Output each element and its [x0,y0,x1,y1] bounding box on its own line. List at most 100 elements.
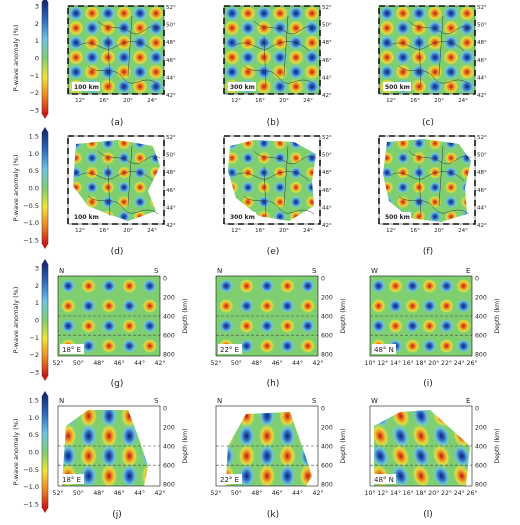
depth-tick-label: 0 [163,276,167,283]
fast-anomaly [378,4,396,22]
section-x-tick-label: 24° [454,359,465,367]
fast-anomaly [67,34,85,52]
fast-anomaly [458,78,476,96]
input-cross-section: N S 22° E 52° 50° 48° 46° 44° 42° 0 200 400 600 800 De… [211,267,347,367]
fast-anomaly [387,298,404,314]
section-x-tick-label: 52° [53,359,64,367]
fast-anomaly [411,443,431,469]
fast-anomaly [396,180,410,195]
slow-anomaly [279,318,296,334]
fast-anomaly [299,278,316,294]
fast-anomaly [271,78,289,96]
depth-tick-label: 800 [163,482,175,489]
slow-anomaly [299,298,316,314]
fast-anomaly [120,423,139,449]
fast-anomaly [131,63,149,81]
depth-tick-label: 200 [475,295,487,302]
caption-l: (l) [423,510,433,520]
depth-tick-label: 600 [475,333,487,340]
colorbar-tick-label: 0.5 [29,431,39,439]
depth-tick-label: 600 [321,333,333,340]
depth-label: 100 km [74,84,99,91]
slow-anomaly [442,48,460,66]
fast-anomaly [410,4,428,22]
map-frame [223,135,321,225]
colorbar-tick-label: 1 [35,37,39,45]
colorbar-tick-label: 1.0 [29,150,39,158]
lat-tick-label: 50° [477,153,487,159]
colorbar-tick-label: −3 [29,369,39,377]
caption-e: (e) [267,247,280,257]
section-x-tick-label: 22° [441,489,452,497]
slow-anomaly [394,34,412,52]
fast-anomaly [257,165,271,180]
fast-anomaly [147,78,165,96]
section-left-end: N [59,267,64,275]
depth-tick-label: 800 [321,352,333,359]
fast-anomaly [241,151,255,165]
section-frame [215,275,319,357]
fast-anomaly [141,278,158,294]
recovered-cross-section: W E 48° N 10° 12° 14° 16° 18° 20° 22° 24° 26° 0 200 40… [365,397,501,497]
lat-tick-label: 52° [322,135,332,141]
lon-tick-label: 24° [458,98,468,104]
slow-anomaly [67,48,85,66]
section-left-end: N [217,267,222,275]
section-x-tick-label: 52° [211,359,222,367]
slow-anomaly [412,180,426,195]
slow-anomaly [147,34,165,52]
slow-anomaly [239,34,257,52]
colorbar-tick-label: 1.5 [29,397,39,405]
caption-d: (d) [111,247,124,257]
input-cross-section: W E 48° N 10° 12° 14° 16° 18° 20° 22° 24° 26° 0 200 40… [365,267,501,367]
caption-j: (j) [112,510,122,520]
slow-anomaly [411,423,431,449]
map-background [68,6,164,94]
lat-tick-label: 50° [322,153,332,159]
lon-tick-label: 20° [279,98,289,104]
slow-anomaly [131,78,149,96]
coastline [388,15,472,87]
lon-tick-label: 12° [75,98,85,104]
fast-anomaly [133,195,147,209]
fast-anomaly [442,4,460,22]
slow-anomaly [396,195,410,209]
slow-anomaly [391,410,411,429]
fast-anomaly [278,463,297,486]
slow-anomaly [218,298,235,314]
depth-axis-label: Depth (km) [182,428,189,463]
coastline [233,15,317,87]
depth-label: 500 km [385,84,410,91]
fast-anomaly [412,139,426,151]
slow-anomaly [141,338,158,354]
fast-anomaly [428,209,442,222]
slow-anomaly [238,278,255,294]
colorbar-tick-label: −1 [29,334,39,342]
section-x-tick-label: 12° [377,489,388,497]
slow-anomaly [117,140,131,151]
fast-anomaly [271,48,289,66]
section-x-tick-label: 24° [454,489,465,497]
section-x-tick-label: 48° [93,489,104,497]
lon-tick-label: 24° [458,228,468,234]
caption-i: (i) [423,379,433,389]
depth-tick-label: 400 [163,444,175,451]
map-background [224,6,320,94]
lat-tick-label: 48° [322,170,332,176]
caption-h: (h) [267,379,280,389]
depth-label: 100 km [74,214,99,221]
colorbar-tick-label: 1.5 [29,133,39,141]
colorbar-ramp [41,263,49,377]
lon-tick-label: 20° [279,228,289,234]
slow-anomaly [394,63,412,81]
section-left-end: N [59,397,64,405]
fast-anomaly [101,140,115,151]
depth-tick-label: 0 [475,276,479,283]
colorbar-tick-label: −3 [29,107,39,115]
section-x-tick-label: 20° [428,489,439,497]
lon-tick-label: 16° [99,228,109,234]
fast-anomaly [67,63,85,81]
depth-tick-label: 600 [163,463,175,470]
section-x-tick-label: 16° [403,489,414,497]
fast-anomaly [452,443,470,469]
